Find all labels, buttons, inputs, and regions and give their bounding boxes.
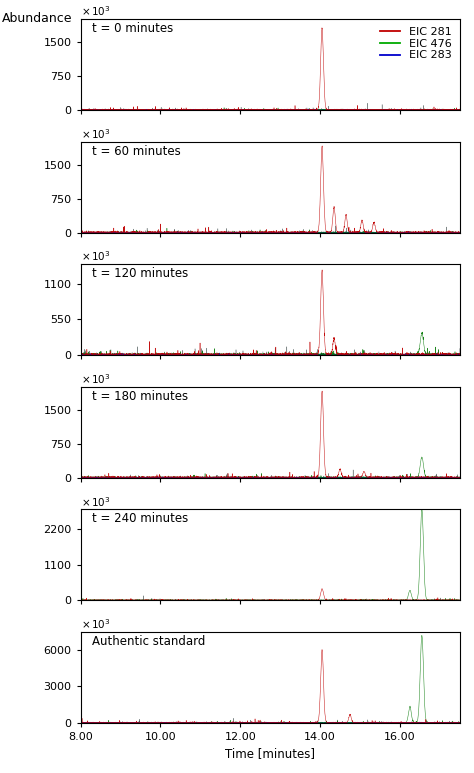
Text: t = 120 minutes: t = 120 minutes: [92, 267, 188, 280]
Text: t = 240 minutes: t = 240 minutes: [92, 512, 188, 525]
Text: $\times\,10^3$: $\times\,10^3$: [81, 495, 110, 509]
Text: t = 0 minutes: t = 0 minutes: [92, 22, 173, 35]
Text: $\times\,10^3$: $\times\,10^3$: [81, 127, 110, 141]
Legend: EIC 281, EIC 476, EIC 283: EIC 281, EIC 476, EIC 283: [378, 25, 454, 63]
Text: $\times\,10^3$: $\times\,10^3$: [81, 618, 110, 631]
Text: $\times\,10^3$: $\times\,10^3$: [81, 250, 110, 264]
Text: Abundance: Abundance: [2, 12, 73, 25]
Text: t = 60 minutes: t = 60 minutes: [92, 145, 181, 158]
Text: $\times\,10^3$: $\times\,10^3$: [81, 5, 110, 19]
Text: $\times\,10^3$: $\times\,10^3$: [81, 373, 110, 386]
X-axis label: Time [minutes]: Time [minutes]: [225, 747, 315, 761]
Text: Authentic standard: Authentic standard: [92, 635, 205, 648]
Text: t = 180 minutes: t = 180 minutes: [92, 390, 188, 403]
